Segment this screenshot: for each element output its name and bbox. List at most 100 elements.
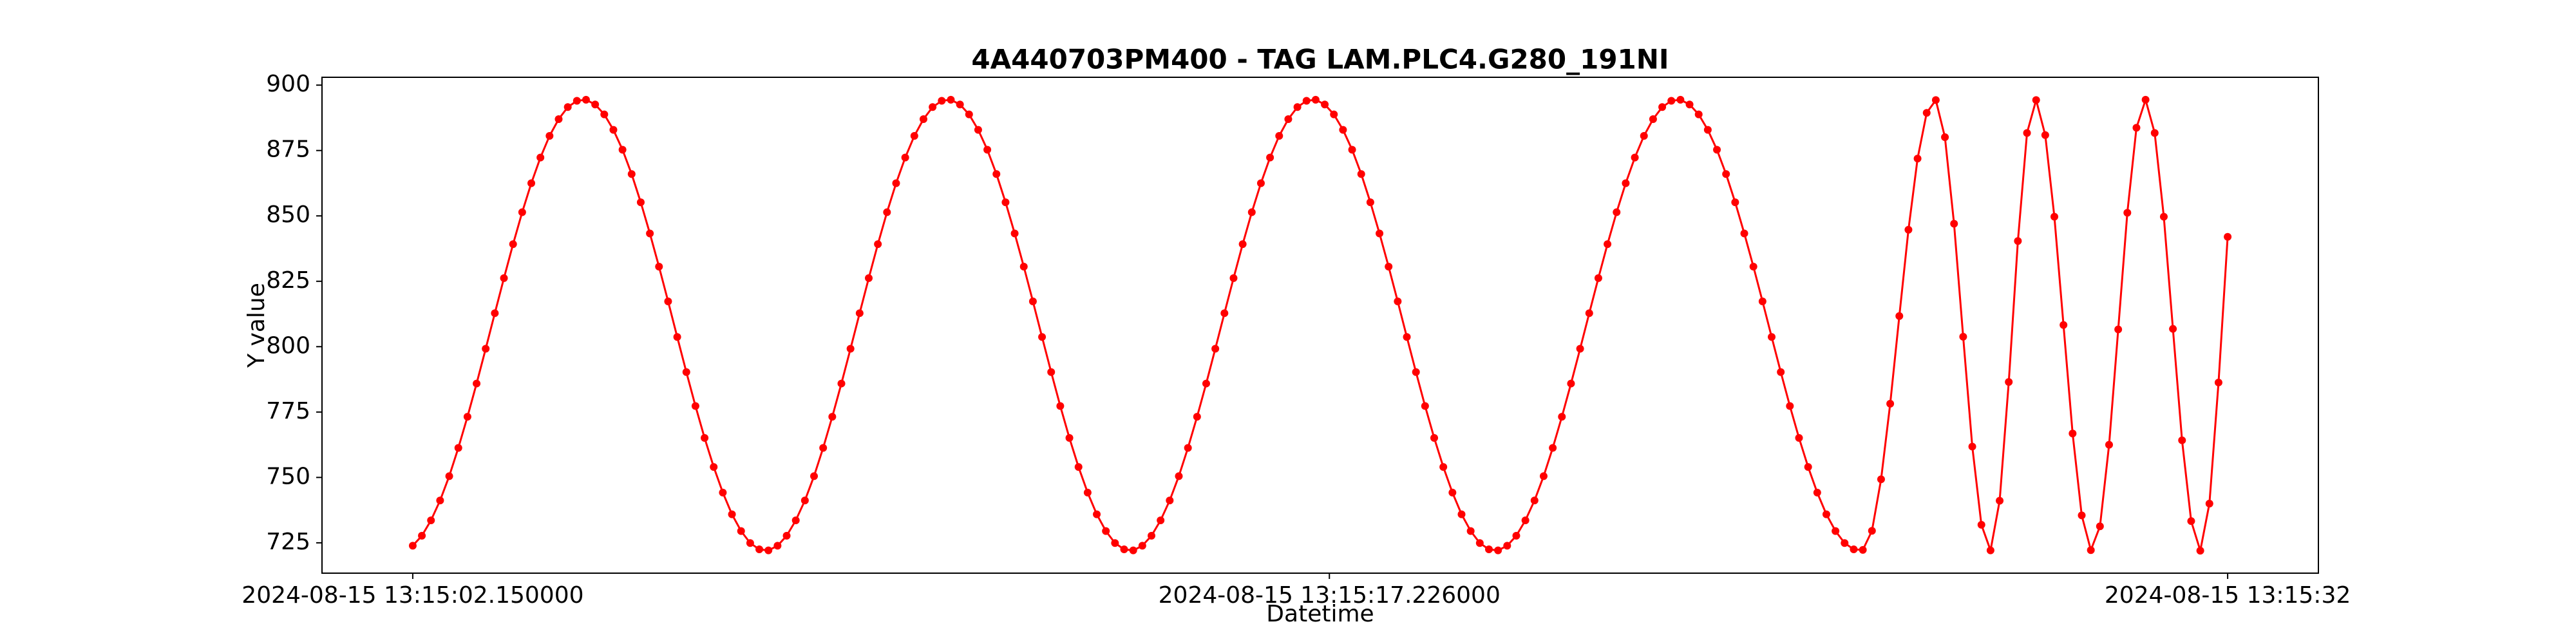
data-point — [1275, 131, 1283, 140]
data-point — [1977, 520, 1985, 529]
data-point — [1376, 229, 1384, 238]
data-point — [1713, 146, 1721, 154]
data-point — [1321, 100, 1329, 109]
data-point — [892, 179, 900, 187]
data-point — [1330, 110, 1338, 118]
data-point — [1722, 170, 1730, 178]
data-point — [1056, 402, 1065, 410]
data-point — [1193, 413, 1201, 421]
y-tick-label: 900 — [266, 71, 310, 97]
data-point — [408, 542, 417, 550]
chart-title: 4A440703PM400 - TAG LAM.PLC4.G280_191NI — [971, 44, 1669, 75]
data-point — [1731, 198, 1739, 207]
data-point — [2214, 378, 2222, 386]
data-point — [1886, 399, 1895, 408]
data-point — [2060, 321, 2068, 329]
data-point — [1813, 488, 1821, 497]
data-point — [582, 95, 590, 104]
data-point — [536, 153, 545, 162]
data-point — [1521, 516, 1530, 524]
y-tick-label: 750 — [266, 463, 310, 489]
data-point — [463, 413, 471, 421]
data-point — [947, 95, 955, 104]
data-point — [938, 97, 946, 105]
data-point — [1567, 379, 1575, 388]
data-point — [591, 100, 600, 109]
data-point — [1877, 475, 1885, 484]
data-point — [1685, 100, 1694, 109]
data-point — [1211, 345, 1220, 353]
data-point — [1394, 298, 1402, 306]
data-point — [2014, 237, 2022, 245]
data-point — [910, 131, 918, 140]
data-point — [573, 97, 581, 105]
data-point — [974, 126, 982, 134]
data-point — [2150, 129, 2159, 137]
data-point — [2132, 124, 2141, 132]
data-point — [1777, 368, 1785, 376]
data-point — [1302, 97, 1311, 105]
data-point — [445, 472, 453, 480]
data-point — [1922, 109, 1931, 117]
data-point — [1676, 95, 1685, 104]
data-point — [1412, 368, 1420, 376]
data-point — [1503, 542, 1511, 550]
data-point — [2087, 546, 2095, 554]
data-point — [1111, 539, 1119, 547]
data-point — [1238, 240, 1247, 249]
data-point — [1138, 542, 1146, 550]
data-point — [482, 345, 490, 353]
data-point — [418, 531, 426, 540]
data-point — [1832, 527, 1840, 535]
data-point — [1549, 444, 1557, 452]
data-point — [1622, 179, 1630, 187]
x-tick-label: 2024-08-15 13:15:32 — [2105, 582, 2351, 609]
data-point — [1157, 516, 1165, 524]
data-point — [554, 115, 563, 123]
data-point — [682, 368, 690, 376]
data-point — [782, 531, 791, 540]
data-point — [737, 527, 745, 535]
data-point — [719, 488, 727, 497]
data-point — [2069, 430, 2077, 438]
data-point — [1895, 312, 1904, 320]
data-point — [1229, 274, 1238, 282]
data-point — [1703, 126, 1712, 134]
data-point — [1065, 434, 1074, 442]
y-axis-label: Y value — [243, 283, 270, 368]
data-point — [500, 274, 508, 282]
data-point — [2023, 129, 2031, 137]
data-point — [1859, 545, 1867, 554]
data-point — [1019, 263, 1028, 271]
data-point — [1667, 97, 1676, 105]
data-point — [1768, 333, 1776, 341]
data-point — [1786, 402, 1794, 410]
y-tick-label: 825 — [266, 267, 310, 294]
data-point — [664, 298, 672, 306]
data-point — [929, 103, 937, 111]
data-point — [1822, 510, 1830, 518]
data-point — [1585, 309, 1593, 317]
data-point — [1010, 229, 1019, 238]
data-point — [1941, 133, 1949, 142]
data-point — [1631, 153, 1639, 162]
data-point — [1758, 298, 1766, 306]
y-tick-label: 775 — [266, 398, 310, 424]
data-point — [1749, 263, 1757, 271]
data-point — [956, 100, 964, 109]
data-point — [701, 434, 709, 442]
data-point — [491, 309, 499, 317]
data-point — [1184, 444, 1192, 452]
data-point — [1357, 170, 1365, 178]
data-point — [646, 229, 654, 238]
data-point — [636, 198, 645, 207]
data-point — [728, 510, 736, 518]
data-point — [1466, 527, 1475, 535]
data-point — [883, 208, 891, 216]
data-point — [1093, 510, 1101, 518]
data-point — [1558, 413, 1566, 421]
data-point — [1604, 240, 1612, 249]
data-point — [2224, 232, 2232, 241]
data-point — [1613, 208, 1621, 216]
